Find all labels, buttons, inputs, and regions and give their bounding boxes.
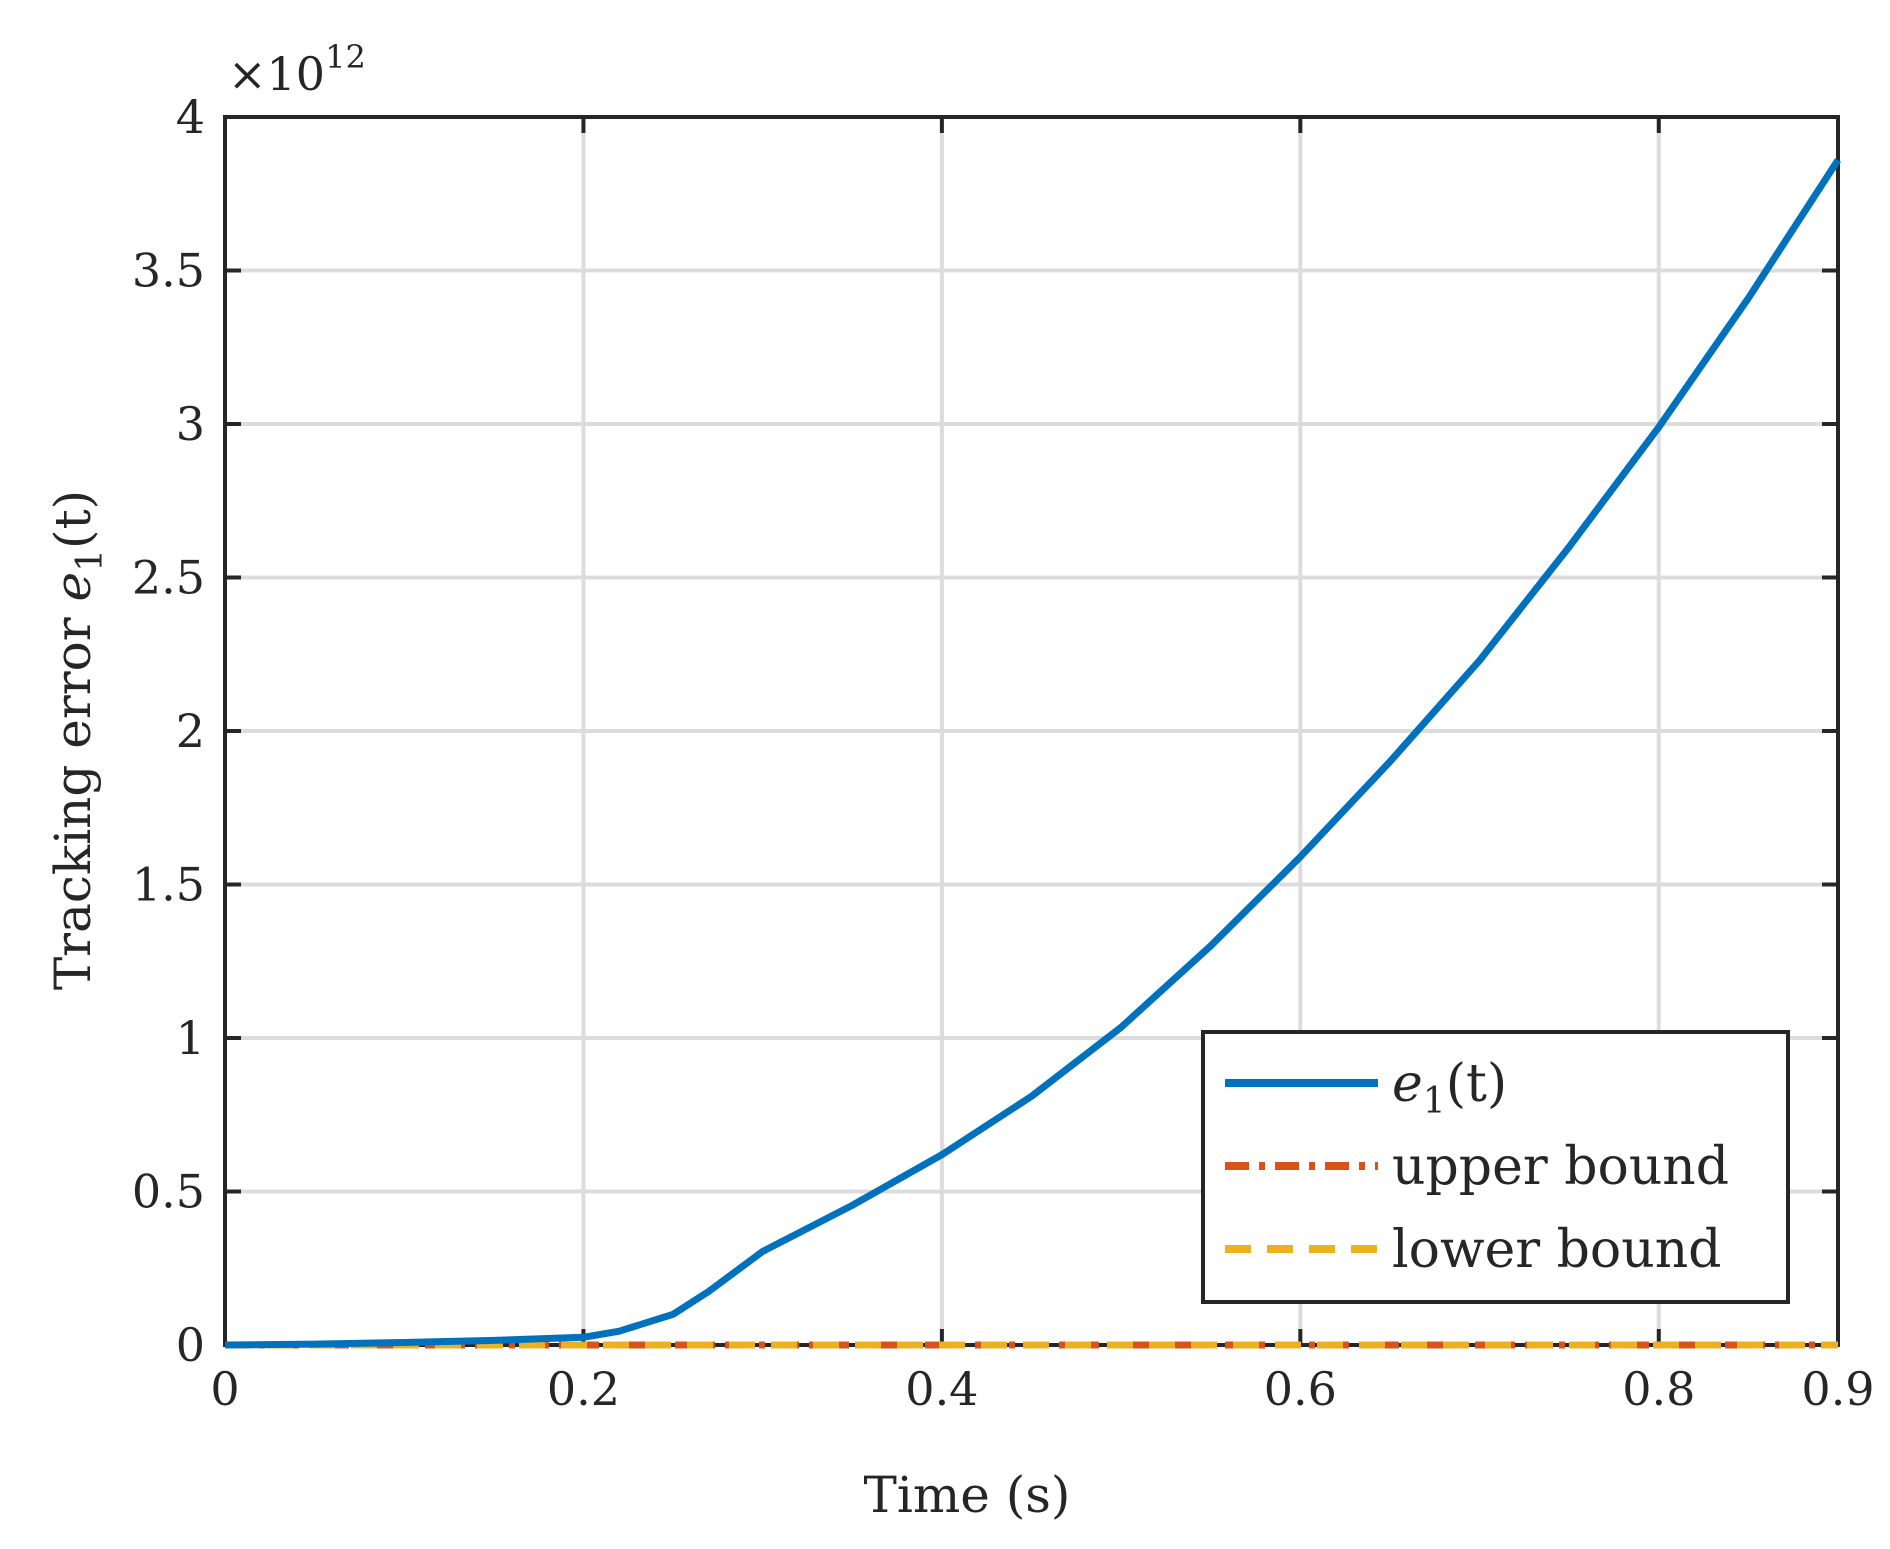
y-axis-title: Tracking error e1(t) bbox=[44, 490, 111, 990]
y-tick-label: 4 bbox=[176, 90, 205, 144]
series-line-e1-t bbox=[224, 158, 1841, 1349]
y-tick-label: 3.5 bbox=[132, 244, 205, 298]
x-tick-label: 0 bbox=[210, 1362, 239, 1416]
y-tick-label: 0.5 bbox=[132, 1165, 205, 1219]
legend-entry-lower-bound: lower bound bbox=[1225, 1220, 1721, 1280]
x-tick-label: 0.4 bbox=[905, 1362, 978, 1416]
legend-label-lower-bound: lower bound bbox=[1392, 1220, 1721, 1280]
legend: e1(t) upper bound lower bound bbox=[1201, 1030, 1790, 1304]
y-tick-labels: 0 0.5 1 1.5 2 2.5 3 3.5 4 bbox=[132, 90, 205, 1372]
series-layer bbox=[224, 158, 1841, 1349]
y-exponent-label: ×1012 bbox=[228, 38, 366, 101]
x-axis-title: Time (s) bbox=[864, 1466, 1071, 1524]
y-tick-label: 3 bbox=[176, 397, 205, 451]
x-tick-label: 0.9 bbox=[1801, 1362, 1874, 1416]
legend-label-e1: e1(t) bbox=[1392, 1054, 1507, 1122]
x-tick-labels: 0 0.2 0.4 0.6 0.8 0.9 bbox=[210, 1362, 1874, 1416]
x-tick-label: 0.6 bbox=[1264, 1362, 1337, 1416]
legend-entry-e1: e1(t) bbox=[1225, 1054, 1507, 1122]
y-tick-label: 1.5 bbox=[132, 858, 205, 912]
x-tick-label: 0.2 bbox=[547, 1362, 620, 1416]
y-tick-label: 2 bbox=[176, 704, 205, 758]
y-tick-label: 1 bbox=[176, 1011, 205, 1065]
grid-lines bbox=[225, 117, 1838, 1345]
y-tick-label: 2.5 bbox=[132, 551, 205, 605]
legend-entry-upper-bound: upper bound bbox=[1225, 1137, 1729, 1197]
x-tick-label: 0.8 bbox=[1622, 1362, 1695, 1416]
legend-label-upper-bound: upper bound bbox=[1392, 1137, 1729, 1197]
y-tick-label: 0 bbox=[176, 1318, 205, 1372]
